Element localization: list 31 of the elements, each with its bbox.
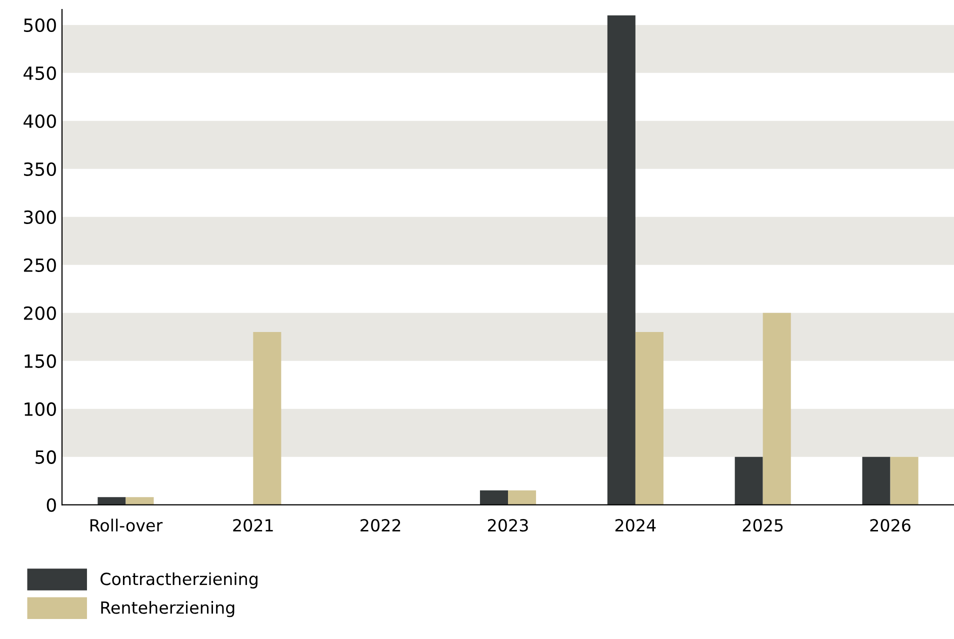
bar — [480, 490, 508, 505]
y-tick-label: 450 — [24, 66, 56, 80]
bar — [635, 332, 664, 505]
bar — [508, 490, 536, 505]
bar — [734, 456, 763, 505]
bar — [762, 312, 791, 505]
bar — [98, 497, 126, 505]
y-tick-label: 500 — [24, 18, 56, 32]
y-tick-label: 0 — [46, 498, 56, 512]
bar — [126, 497, 154, 505]
y-tick-label: 250 — [24, 258, 56, 272]
x-tick-label: 2021 — [233, 518, 273, 532]
y-tick-label: 300 — [24, 210, 56, 224]
y-tick-label: 400 — [24, 114, 56, 128]
y-tick-label: 350 — [24, 162, 56, 176]
x-tick-label: 2026 — [870, 518, 910, 532]
y-tick-label: 200 — [24, 306, 56, 320]
x-tick-label: Roll-over — [90, 518, 163, 532]
legend-label: Renteherziening — [101, 601, 234, 618]
bar — [890, 456, 918, 505]
y-tick-label: 50 — [36, 450, 56, 464]
legend-label: Contractherziening — [100, 572, 258, 588]
bar — [607, 15, 636, 505]
y-tick-label: 150 — [24, 354, 56, 368]
bar — [253, 332, 282, 505]
x-tick-label: 2024 — [615, 518, 656, 532]
x-tick-label: 2025 — [742, 518, 783, 532]
x-tick-label: 2022 — [360, 518, 400, 532]
bar — [862, 456, 890, 505]
x-tick-label: 2023 — [488, 518, 528, 532]
y-tick-label: 100 — [24, 402, 56, 416]
